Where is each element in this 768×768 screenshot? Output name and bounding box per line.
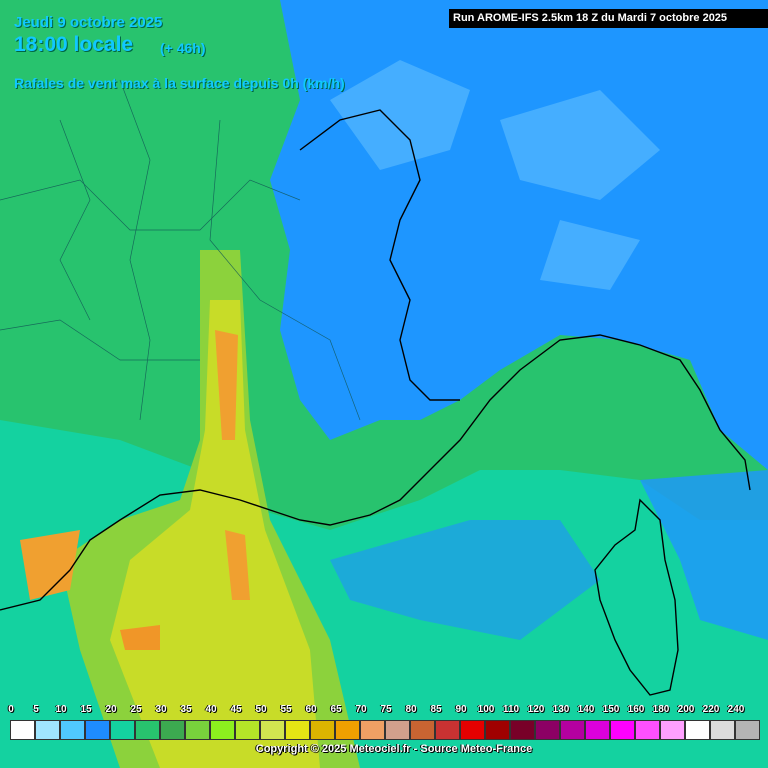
copyright: Copyright © 2025 Meteociel.fr - Source M…: [255, 743, 533, 755]
legend-swatch: [110, 720, 135, 740]
legend-swatch: [410, 720, 435, 740]
legend-label: 140: [577, 704, 595, 715]
legend-swatch: [135, 720, 160, 740]
legend-label: 40: [205, 704, 217, 715]
legend-label: 70: [355, 704, 367, 715]
legend-swatch: [185, 720, 210, 740]
lead-time: (+ 46h): [160, 40, 206, 56]
legend-label: 180: [652, 704, 670, 715]
legend-swatch: [60, 720, 85, 740]
legend-swatch: [85, 720, 110, 740]
legend-swatch: [260, 720, 285, 740]
legend-swatch: [685, 720, 710, 740]
legend-label: 20: [105, 704, 117, 715]
legend-swatch: [710, 720, 735, 740]
legend-label: 50: [255, 704, 267, 715]
legend-swatch: [235, 720, 260, 740]
legend-label: 85: [430, 704, 442, 715]
legend-swatch: [510, 720, 535, 740]
legend-label: 160: [627, 704, 645, 715]
legend-swatch: [210, 720, 235, 740]
legend-swatch: [310, 720, 335, 740]
parameter: Rafales de vent max à la surface depuis …: [14, 75, 345, 91]
date: Jeudi 9 octobre 2025: [14, 14, 163, 31]
legend-label: 130: [552, 704, 570, 715]
legend-swatch: [160, 720, 185, 740]
legend-label: 45: [230, 704, 242, 715]
legend-label: 65: [330, 704, 342, 715]
legend-label: 100: [477, 704, 495, 715]
time: 18:00 locale: [14, 33, 134, 56]
legend-swatch: [735, 720, 760, 740]
legend-swatch: [435, 720, 460, 740]
legend-swatch: [610, 720, 635, 740]
legend-label: 75: [380, 704, 392, 715]
legend-label: 60: [305, 704, 317, 715]
legend-label: 80: [405, 704, 417, 715]
legend-swatch: [10, 720, 35, 740]
legend-swatch: [285, 720, 310, 740]
legend-label: 35: [180, 704, 192, 715]
legend-label: 5: [33, 704, 39, 715]
legend: 0 5 10 15 20 25 30 35 40 45 50 55 60 65 70 75 80 85 90 100 1…: [8, 704, 762, 744]
legend-swatch: [660, 720, 685, 740]
legend-label: 110: [502, 704, 520, 715]
legend-label: 220: [702, 704, 720, 715]
legend-label: 240: [727, 704, 745, 715]
legend-swatch: [535, 720, 560, 740]
legend-label: 150: [602, 704, 620, 715]
legend-swatch: [635, 720, 660, 740]
legend-label: 10: [55, 704, 67, 715]
legend-swatch: [385, 720, 410, 740]
legend-label: 90: [455, 704, 467, 715]
legend-swatch: [460, 720, 485, 740]
legend-swatch: [360, 720, 385, 740]
legend-label: 30: [155, 704, 167, 715]
legend-swatch: [560, 720, 585, 740]
legend-label: 25: [130, 704, 142, 715]
legend-swatch: [335, 720, 360, 740]
legend-swatch: [485, 720, 510, 740]
legend-label: 15: [80, 704, 92, 715]
legend-label: 200: [677, 704, 695, 715]
legend-swatch: [585, 720, 610, 740]
run-info: Run AROME-IFS 2.5km 18 Z du Mardi 7 octo…: [449, 9, 768, 28]
legend-swatch: [35, 720, 60, 740]
legend-label: 55: [280, 704, 292, 715]
legend-label: 120: [527, 704, 545, 715]
legend-label: 0: [8, 704, 14, 715]
